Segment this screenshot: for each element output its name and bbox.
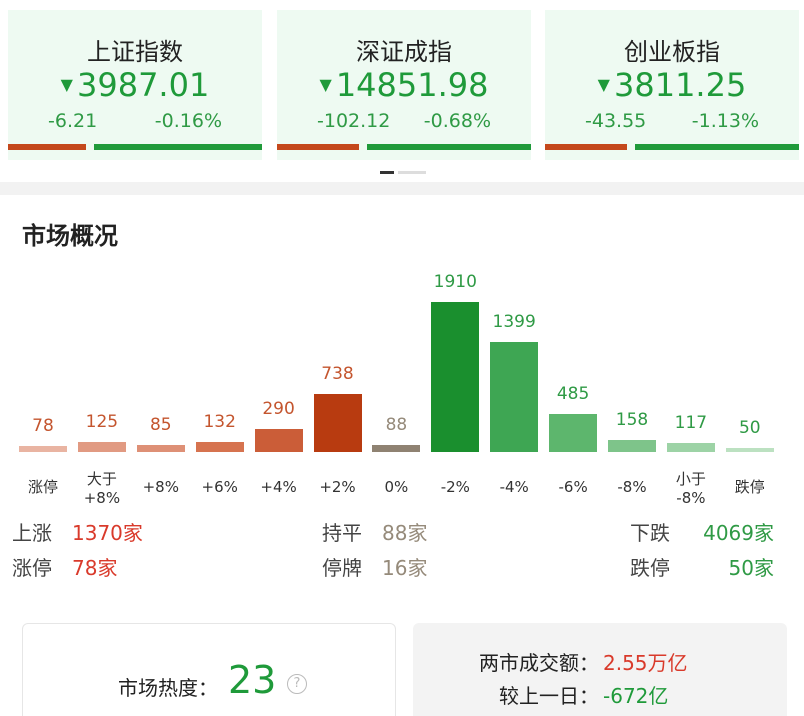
index-name: 上证指数 bbox=[87, 38, 183, 66]
value-label: 78 bbox=[32, 415, 54, 436]
bar bbox=[77, 442, 126, 452]
category-label: 跌停 bbox=[734, 478, 765, 496]
index-card[interactable]: 创业板指 3811.25 -43.55 -1.13% bbox=[545, 10, 799, 160]
value-label: 88 bbox=[385, 415, 408, 436]
down-bar bbox=[635, 144, 799, 150]
index-pct: -0.16% bbox=[154, 110, 222, 132]
index-pct: -1.13% bbox=[691, 110, 759, 132]
bar bbox=[431, 302, 480, 452]
stat-label: 跌停 bbox=[630, 556, 670, 580]
stat-label: 上涨 bbox=[12, 521, 52, 545]
down-bar bbox=[94, 144, 262, 150]
index-price: 14851.98 bbox=[277, 66, 531, 104]
heat-value: 23 bbox=[228, 658, 277, 702]
diff-value: -672亿 bbox=[603, 684, 669, 708]
bar bbox=[608, 439, 656, 452]
bar bbox=[195, 441, 244, 452]
stat-value: 50家 bbox=[728, 556, 774, 580]
diff-label: 较上一日： bbox=[499, 684, 599, 708]
stat-value: 4069家 bbox=[703, 521, 774, 545]
separator bbox=[0, 182, 804, 195]
down-bar bbox=[367, 144, 531, 150]
stat-value: 78家 bbox=[72, 556, 118, 580]
category-label: 小于 -8% bbox=[675, 470, 706, 507]
category-label: +2% bbox=[319, 478, 356, 496]
value-label: 290 bbox=[262, 399, 295, 420]
category-label: 涨停 bbox=[27, 478, 58, 496]
bar bbox=[19, 445, 67, 452]
bar bbox=[549, 413, 598, 452]
value-label: 158 bbox=[615, 409, 649, 430]
value-label: 1910 bbox=[433, 272, 477, 292]
stat-value: 1370家 bbox=[72, 521, 143, 545]
bar bbox=[725, 448, 774, 452]
section-title: 市场概况 bbox=[22, 222, 118, 250]
turnover-value: 2.55万亿 bbox=[603, 651, 688, 675]
index-pct: -0.68% bbox=[423, 110, 491, 132]
value-label: 738 bbox=[321, 364, 354, 385]
page-dot bbox=[398, 171, 426, 174]
help-icon[interactable]: ? bbox=[287, 674, 307, 694]
up-bar bbox=[8, 144, 86, 150]
stat-label: 持平 bbox=[322, 521, 362, 545]
index-card[interactable]: 深证成指 14851.98 -102.12 -0.68% bbox=[277, 10, 531, 160]
heat-label: 市场热度： bbox=[118, 676, 218, 700]
value-label: 117 bbox=[674, 412, 708, 433]
category-label: 0% bbox=[384, 478, 409, 496]
category-label: +4% bbox=[260, 478, 297, 496]
bar bbox=[490, 342, 539, 452]
index-change: -6.21 bbox=[48, 110, 98, 132]
category-label: +6% bbox=[201, 478, 238, 496]
value-label: 50 bbox=[738, 418, 761, 439]
index-name: 创业板指 bbox=[624, 38, 720, 66]
category-label: +8% bbox=[142, 478, 179, 496]
bar bbox=[666, 442, 715, 452]
category-label: -2% bbox=[440, 478, 470, 496]
value-label: 85 bbox=[149, 415, 172, 436]
bar bbox=[254, 429, 303, 452]
stat-label: 下跌 bbox=[630, 521, 670, 545]
value-label: 1399 bbox=[492, 312, 536, 333]
page-dot bbox=[380, 171, 394, 174]
turnover-card: 两市成交额： 2.55万亿 较上一日： -672亿 bbox=[413, 623, 787, 716]
index-change: -102.12 bbox=[317, 110, 391, 132]
index-price: 3811.25 bbox=[545, 66, 799, 104]
category-label: 大于 +8% bbox=[83, 470, 121, 507]
up-bar bbox=[277, 144, 359, 150]
value-label: 132 bbox=[203, 411, 236, 432]
index-card[interactable]: 上证指数 3987.01 -6.21 -0.16% bbox=[8, 10, 262, 160]
stat-value: 88家 bbox=[382, 521, 428, 545]
stat-value: 16家 bbox=[382, 556, 428, 580]
bar bbox=[136, 445, 185, 452]
index-price: 3987.01 bbox=[8, 66, 262, 104]
category-label: -6% bbox=[558, 478, 588, 496]
category-label: -4% bbox=[499, 478, 529, 496]
value-label: 125 bbox=[85, 412, 119, 433]
value-label: 485 bbox=[556, 383, 590, 404]
category-label: -8% bbox=[617, 478, 647, 496]
bar bbox=[313, 394, 362, 452]
bar bbox=[372, 445, 421, 452]
turnover-label: 两市成交额： bbox=[479, 651, 599, 675]
index-change: -43.55 bbox=[585, 110, 647, 132]
stat-label: 停牌 bbox=[322, 556, 362, 580]
heat-card[interactable]: 市场热度： 23 ? bbox=[22, 623, 396, 716]
stat-label: 涨停 bbox=[12, 556, 52, 580]
up-bar bbox=[545, 144, 627, 150]
index-name: 深证成指 bbox=[356, 38, 452, 66]
